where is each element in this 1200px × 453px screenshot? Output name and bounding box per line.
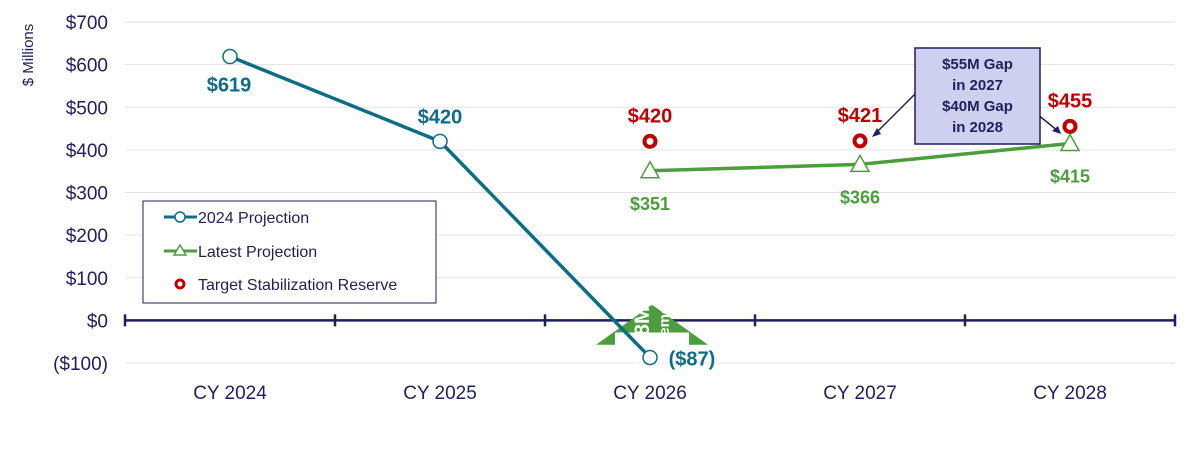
y-tick-label: $100 bbox=[66, 269, 108, 290]
legend-marker-target-reserve bbox=[174, 278, 186, 290]
legend-label-target-reserve: Target Stabilization Reserve bbox=[198, 277, 397, 294]
point-latest-projection bbox=[639, 160, 661, 179]
callout-line: in 2027 bbox=[952, 77, 1003, 94]
x-axis-ticks: CY 2024 CY 2025 CY 2026 CY 2027 CY 2028 bbox=[193, 383, 1107, 404]
data-label-2024-projection: $420 bbox=[418, 106, 463, 128]
callout-line: in 2028 bbox=[952, 119, 1003, 136]
x-tick-label: CY 2025 bbox=[403, 383, 477, 404]
callout-box bbox=[914, 47, 1041, 145]
series-layer bbox=[222, 48, 1081, 366]
point-2024-projection bbox=[222, 48, 238, 65]
legend: 2024 Projection Latest Projection Target S… bbox=[142, 200, 437, 304]
improvement-arrow: $438M Improvement bbox=[596, 292, 708, 386]
data-label-latest-projection: $415 bbox=[1050, 166, 1090, 186]
y-tick-label: $500 bbox=[66, 98, 108, 119]
y-tick-label: ($100) bbox=[53, 354, 108, 375]
data-label-2024-projection: ($87) bbox=[669, 348, 716, 370]
point-target-reserve bbox=[642, 133, 658, 149]
data-labels: $619 $420 ($87) $351 $366 $415 $420 $421 $455 bbox=[207, 75, 1093, 371]
x-tick-label: CY 2027 bbox=[823, 383, 897, 404]
legend-label-latest-projection: Latest Projection bbox=[198, 244, 317, 261]
x-tick-label: CY 2024 bbox=[193, 383, 267, 404]
point-2024-projection bbox=[432, 133, 448, 150]
y-tick-label: $600 bbox=[66, 56, 108, 77]
point-latest-projection bbox=[849, 153, 871, 173]
callout-arrowhead-2027 bbox=[872, 128, 881, 137]
x-tick-label: CY 2028 bbox=[1033, 383, 1107, 404]
point-2024-projection bbox=[642, 349, 658, 366]
improvement-arrow-shape bbox=[596, 304, 708, 345]
y-tick-label: $0 bbox=[87, 311, 108, 332]
data-label-target-reserve: $455 bbox=[1048, 90, 1093, 112]
point-latest-projection bbox=[1059, 132, 1081, 152]
gap-callout: $55M Gap in 2027 $40M Gap in 2028 bbox=[872, 47, 1061, 145]
point-target-reserve bbox=[1062, 118, 1078, 134]
callout-arrowhead-2028 bbox=[1052, 126, 1061, 134]
data-label-target-reserve: $420 bbox=[628, 105, 673, 127]
improvement-label: Improvement bbox=[656, 292, 673, 386]
point-target-reserve bbox=[852, 133, 868, 149]
legend-marker-latest-projection bbox=[172, 243, 188, 256]
legend-marker-2024-projection bbox=[174, 211, 186, 223]
y-tick-label: $400 bbox=[66, 141, 108, 162]
data-label-target-reserve: $421 bbox=[838, 105, 883, 127]
data-label-2024-projection: $619 bbox=[207, 75, 252, 97]
legend-label-2024-projection: 2024 Projection bbox=[198, 210, 309, 227]
callout-line: $55M Gap bbox=[942, 56, 1013, 73]
data-label-latest-projection: $366 bbox=[840, 187, 880, 207]
y-tick-label: $300 bbox=[66, 184, 108, 205]
callout-line: $40M Gap bbox=[942, 98, 1013, 115]
y-tick-label: $700 bbox=[66, 13, 108, 34]
data-label-latest-projection: $351 bbox=[630, 194, 670, 214]
y-axis-label: $ Millions bbox=[20, 24, 37, 87]
y-axis-ticks: ($100) $0 $100 $200 $300 $400 $500 $600 $700 bbox=[53, 13, 108, 375]
x-tick-label: CY 2026 bbox=[613, 383, 687, 404]
y-tick-label: $200 bbox=[66, 226, 108, 247]
